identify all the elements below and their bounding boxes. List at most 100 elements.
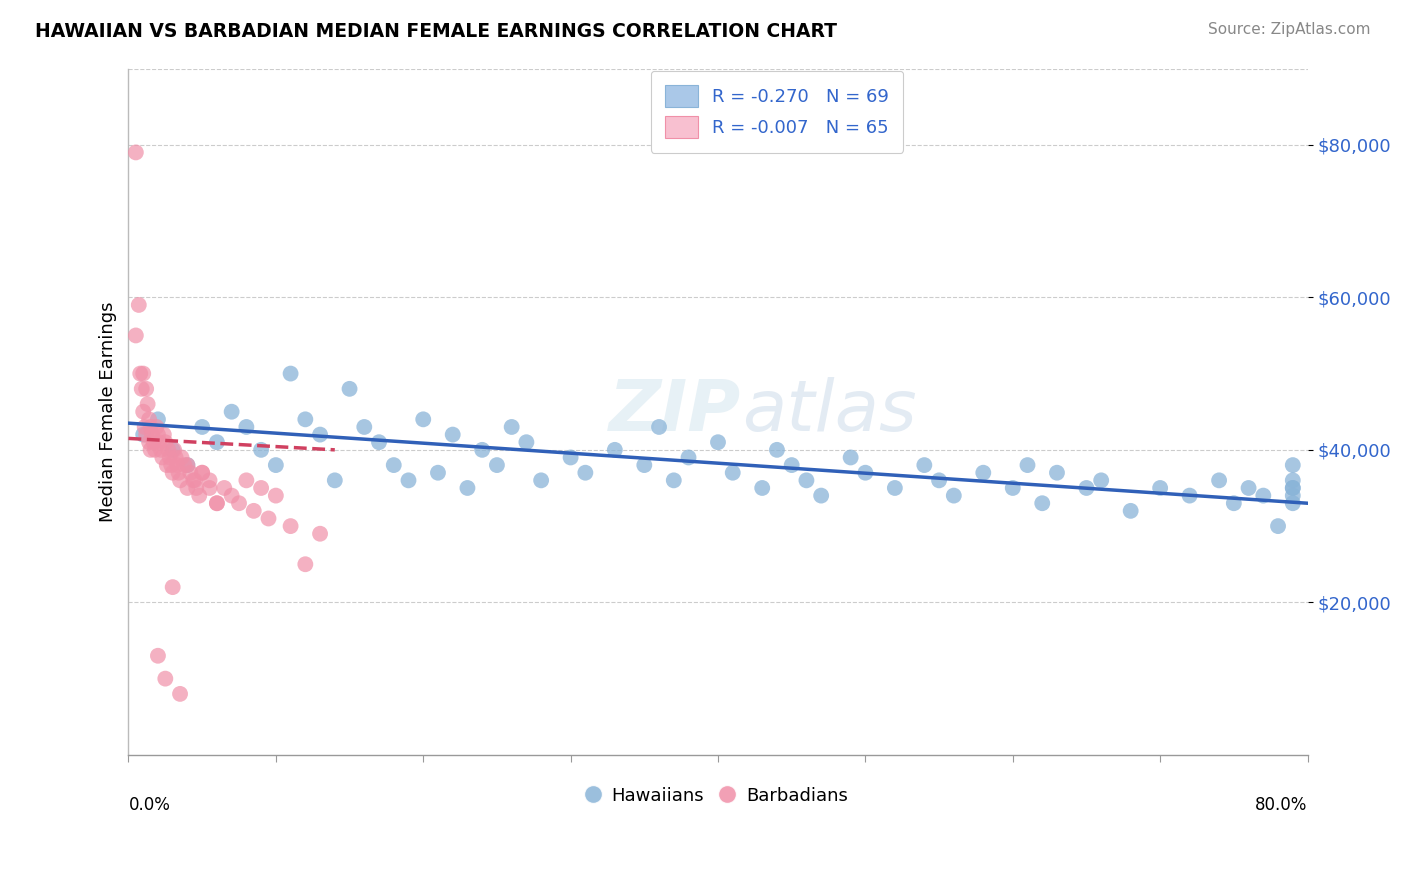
Point xyxy=(135,427,157,442)
Point xyxy=(501,420,523,434)
Text: 80.0%: 80.0% xyxy=(1256,796,1308,814)
Point xyxy=(181,474,204,488)
Point xyxy=(1267,519,1289,533)
Point xyxy=(1281,481,1303,495)
Point xyxy=(191,420,214,434)
Point xyxy=(166,458,188,472)
Point xyxy=(242,504,264,518)
Point xyxy=(159,450,181,465)
Point xyxy=(603,442,626,457)
Point xyxy=(485,458,508,472)
Text: ZIP: ZIP xyxy=(609,377,741,446)
Point xyxy=(427,466,450,480)
Point xyxy=(780,458,803,472)
Point xyxy=(170,450,193,465)
Point xyxy=(169,687,191,701)
Point xyxy=(134,420,156,434)
Point xyxy=(146,648,169,663)
Point xyxy=(1090,474,1112,488)
Point xyxy=(264,489,287,503)
Point xyxy=(1237,481,1260,495)
Point xyxy=(205,435,228,450)
Point xyxy=(309,427,332,442)
Point xyxy=(912,458,935,472)
Point xyxy=(339,382,361,396)
Point xyxy=(1031,496,1053,510)
Point xyxy=(250,481,273,495)
Point xyxy=(839,450,862,465)
Point xyxy=(1017,458,1039,472)
Point xyxy=(125,328,148,343)
Point xyxy=(188,489,211,503)
Text: atlas: atlas xyxy=(741,377,917,446)
Point xyxy=(156,458,179,472)
Point xyxy=(186,481,208,495)
Point xyxy=(205,496,228,510)
Point xyxy=(1178,489,1201,503)
Y-axis label: Median Female Earnings: Median Female Earnings xyxy=(100,301,117,522)
Point xyxy=(176,458,198,472)
Point xyxy=(1281,496,1303,510)
Point xyxy=(1281,481,1303,495)
Point xyxy=(141,427,163,442)
Point xyxy=(1046,466,1069,480)
Text: HAWAIIAN VS BARBADIAN MEDIAN FEMALE EARNINGS CORRELATION CHART: HAWAIIAN VS BARBADIAN MEDIAN FEMALE EARN… xyxy=(35,22,837,41)
Point xyxy=(441,427,464,442)
Point xyxy=(883,481,905,495)
Point xyxy=(382,458,405,472)
Point xyxy=(184,474,207,488)
Point xyxy=(163,442,186,457)
Point xyxy=(155,435,177,450)
Point xyxy=(1281,474,1303,488)
Point xyxy=(148,435,170,450)
Point xyxy=(176,481,198,495)
Point xyxy=(853,466,876,480)
Point xyxy=(721,466,744,480)
Point xyxy=(972,466,994,480)
Point xyxy=(160,458,183,472)
Point xyxy=(796,474,818,488)
Point xyxy=(942,489,965,503)
Point xyxy=(135,382,157,396)
Point xyxy=(191,466,214,480)
Text: Source: ZipAtlas.com: Source: ZipAtlas.com xyxy=(1208,22,1371,37)
Point xyxy=(139,442,162,457)
Point xyxy=(169,474,191,488)
Point xyxy=(368,435,391,450)
Point xyxy=(221,489,243,503)
Point xyxy=(157,442,180,457)
Point xyxy=(162,442,184,457)
Point xyxy=(662,474,685,488)
Point xyxy=(205,496,228,510)
Point xyxy=(530,474,553,488)
Point xyxy=(1281,489,1303,503)
Point xyxy=(751,481,773,495)
Point xyxy=(1149,481,1171,495)
Point xyxy=(125,145,148,160)
Point xyxy=(176,458,198,472)
Point xyxy=(1119,504,1142,518)
Point xyxy=(633,458,655,472)
Point xyxy=(353,420,375,434)
Point xyxy=(264,458,287,472)
Point xyxy=(235,420,257,434)
Point xyxy=(398,474,420,488)
Point xyxy=(810,489,832,503)
Text: 0.0%: 0.0% xyxy=(128,796,170,814)
Point xyxy=(456,481,478,495)
Point xyxy=(228,496,250,510)
Point xyxy=(707,435,730,450)
Point xyxy=(128,298,150,312)
Point xyxy=(129,367,152,381)
Point xyxy=(250,442,273,457)
Point xyxy=(648,420,671,434)
Point xyxy=(1281,458,1303,472)
Point xyxy=(323,474,346,488)
Point xyxy=(309,526,332,541)
Point xyxy=(928,474,950,488)
Point xyxy=(165,450,187,465)
Point xyxy=(143,442,166,457)
Point xyxy=(214,481,236,495)
Point xyxy=(1208,474,1230,488)
Point xyxy=(167,466,190,480)
